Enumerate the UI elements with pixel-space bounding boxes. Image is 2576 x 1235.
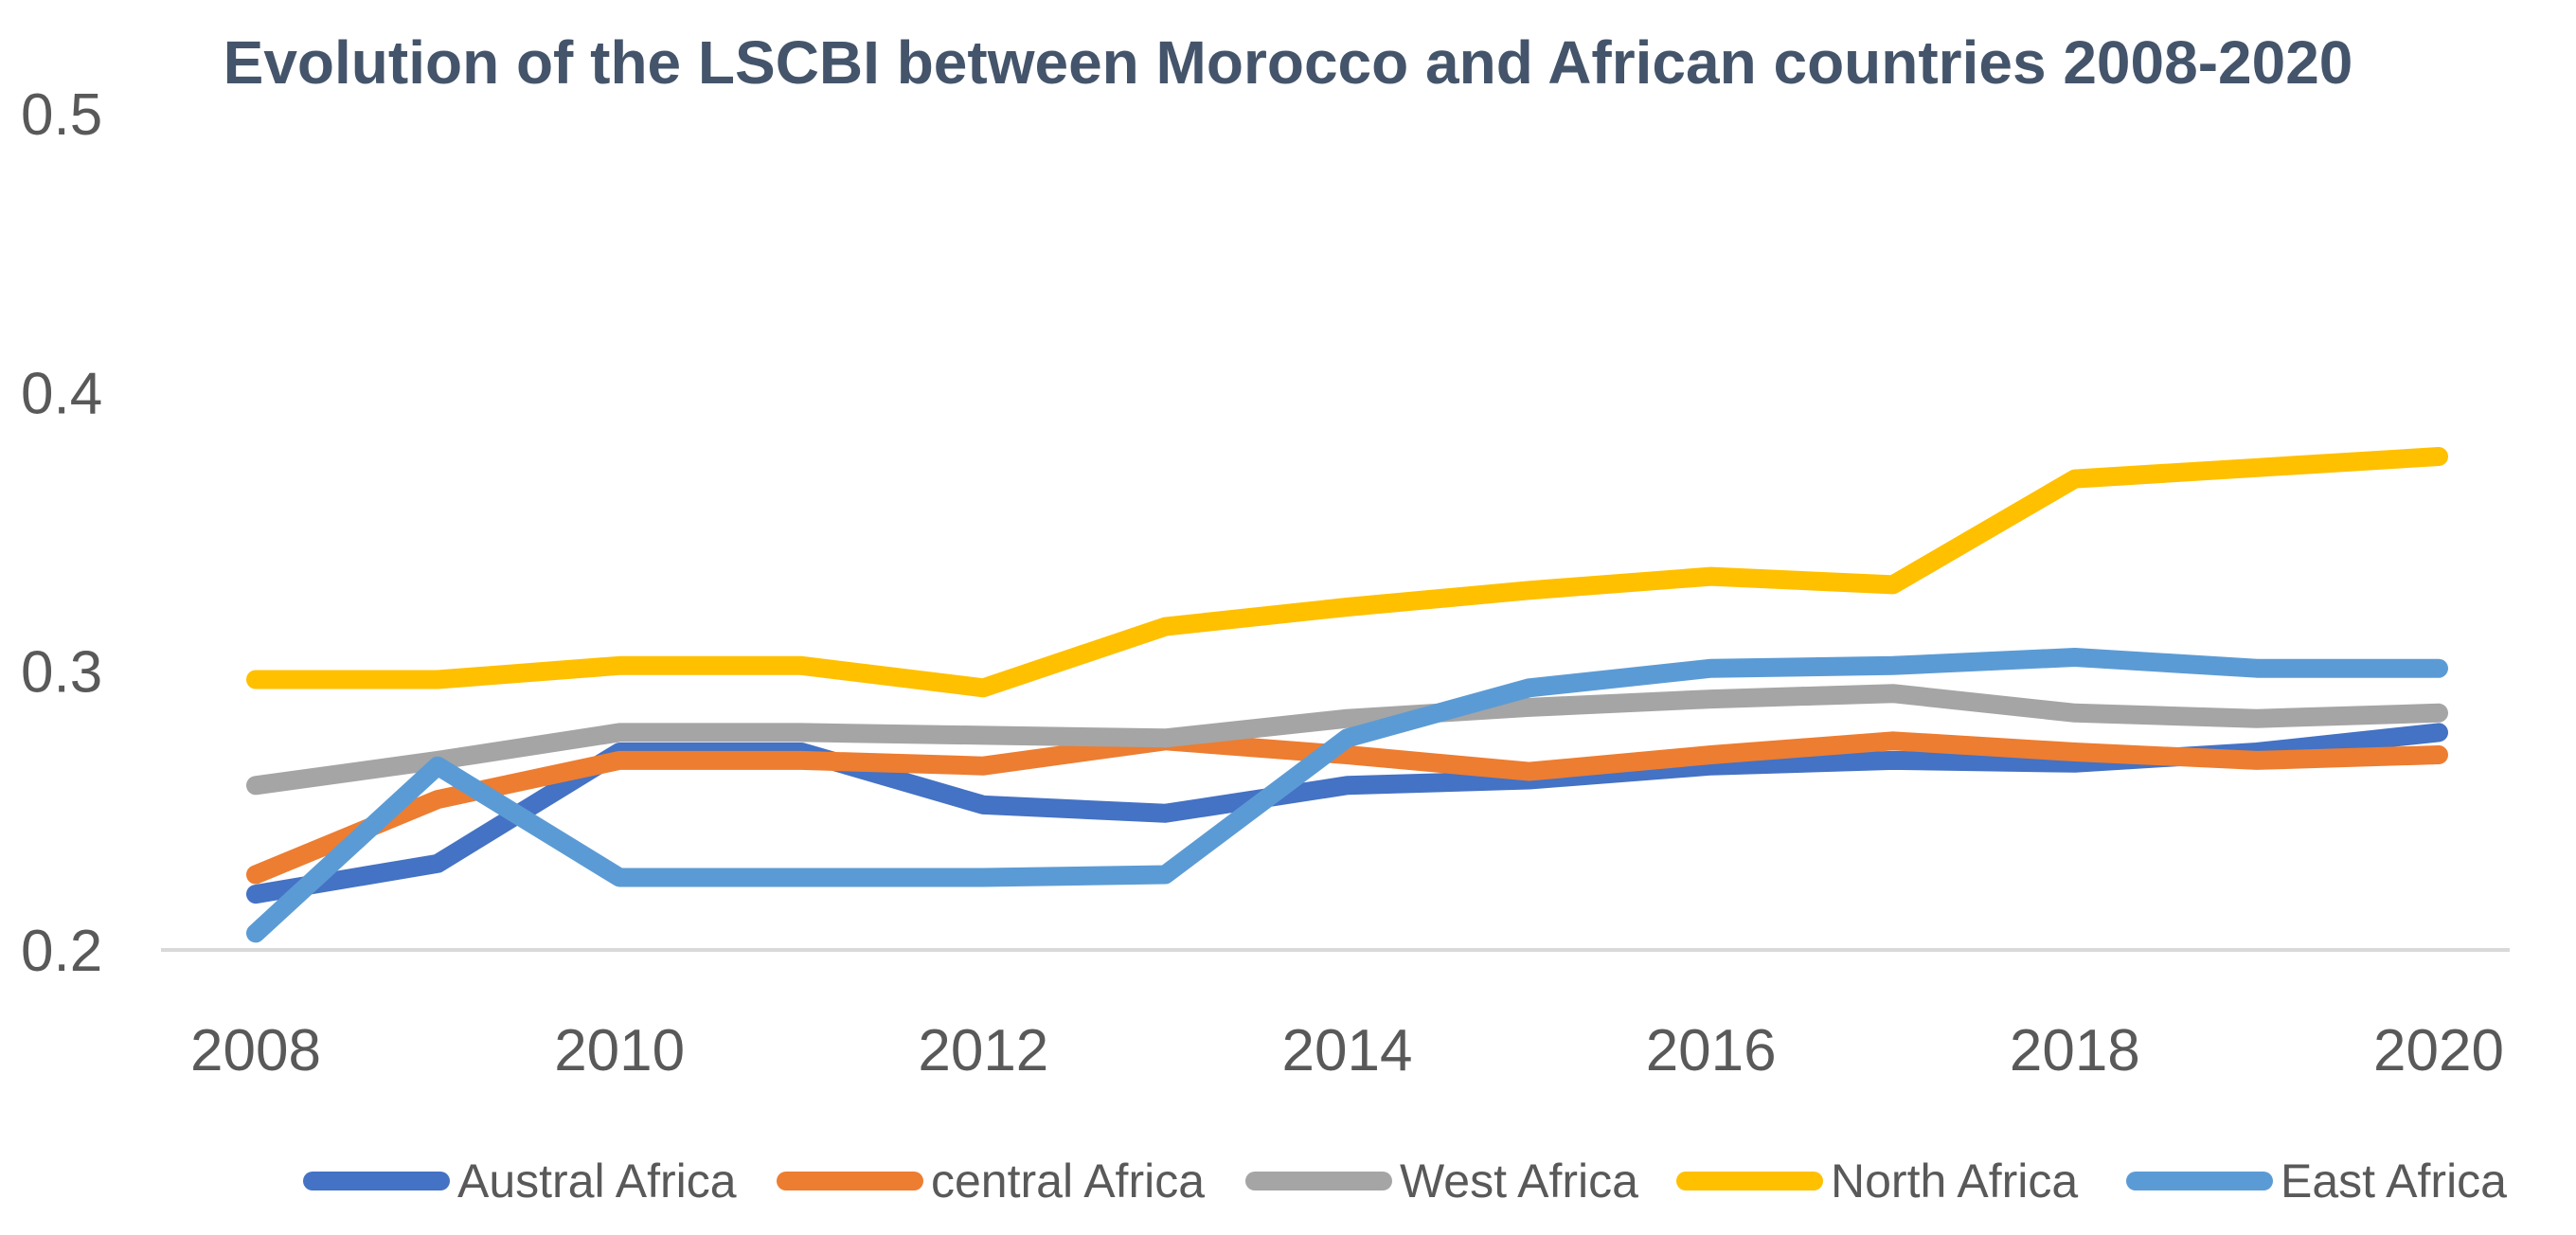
- x-tick-label: 2010: [554, 1018, 685, 1083]
- x-tick-label: 2016: [1646, 1018, 1777, 1083]
- y-axis-ticks: 0.5 0.4 0.3 0.2: [21, 82, 102, 984]
- legend-label: Austral Africa: [457, 1154, 737, 1208]
- x-tick-label: 2018: [2010, 1018, 2140, 1083]
- series-line-west-africa: [246, 684, 2448, 796]
- legend-label: East Africa: [2281, 1154, 2507, 1208]
- y-tick-label: 0.4: [21, 361, 102, 426]
- series-lines: [246, 447, 2448, 943]
- y-tick-label: 0.5: [21, 82, 102, 148]
- legend-label: central Africa: [931, 1154, 1205, 1208]
- legend: Austral Africa central Africa West Africa N…: [303, 1154, 2507, 1208]
- chart-title: Evolution of the LSCBI between Morocco a…: [224, 28, 2353, 97]
- legend-item: central Africa: [777, 1154, 1205, 1208]
- y-tick-label: 0.3: [21, 640, 102, 706]
- x-tick-label: 2014: [1282, 1018, 1413, 1083]
- legend-label: North Africa: [1831, 1154, 2078, 1208]
- series-line-north-africa: [246, 447, 2448, 698]
- x-tick-label: 2020: [2373, 1018, 2504, 1083]
- x-tick-label: 2008: [190, 1018, 321, 1083]
- series-line-east-africa: [246, 648, 2448, 943]
- legend-item: North Africa: [1676, 1154, 2078, 1208]
- series-line-central-africa: [246, 731, 2448, 885]
- legend-item: West Africa: [1245, 1154, 1638, 1208]
- legend-item: East Africa: [2126, 1154, 2507, 1208]
- y-tick-label: 0.2: [21, 919, 102, 984]
- x-axis-ticks: 2008 2010 2012 2014 2016 2018 2020: [190, 1018, 2504, 1083]
- legend-label: West Africa: [1400, 1154, 1638, 1208]
- x-tick-label: 2012: [918, 1018, 1048, 1083]
- legend-item: Austral Africa: [303, 1154, 737, 1208]
